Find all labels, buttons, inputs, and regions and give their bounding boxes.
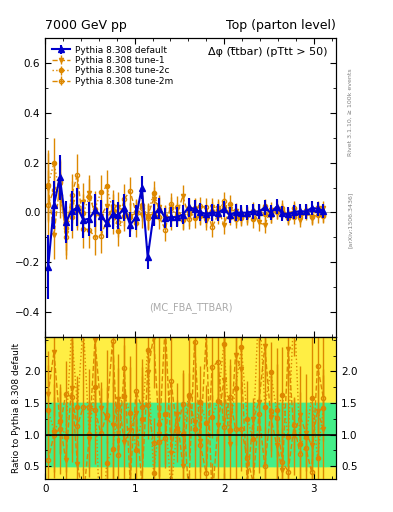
Text: [arXiv:1306.3436]: [arXiv:1306.3436] xyxy=(348,192,353,248)
Text: (MC_FBA_TTBAR): (MC_FBA_TTBAR) xyxy=(149,302,232,313)
Legend: Pythia 8.308 default, Pythia 8.308 tune-1, Pythia 8.308 tune-2c, Pythia 8.308 tu: Pythia 8.308 default, Pythia 8.308 tune-… xyxy=(50,43,176,89)
Text: 7000 GeV pp: 7000 GeV pp xyxy=(45,19,127,32)
Text: Δφ (t̅tbar) (pTtt > 50): Δφ (t̅tbar) (pTtt > 50) xyxy=(208,47,327,57)
Text: Rivet 3.1.10, ≥ 100k events: Rivet 3.1.10, ≥ 100k events xyxy=(348,69,353,157)
Text: Top (parton level): Top (parton level) xyxy=(226,19,336,32)
Y-axis label: Ratio to Pythia 8.308 default: Ratio to Pythia 8.308 default xyxy=(12,343,21,473)
